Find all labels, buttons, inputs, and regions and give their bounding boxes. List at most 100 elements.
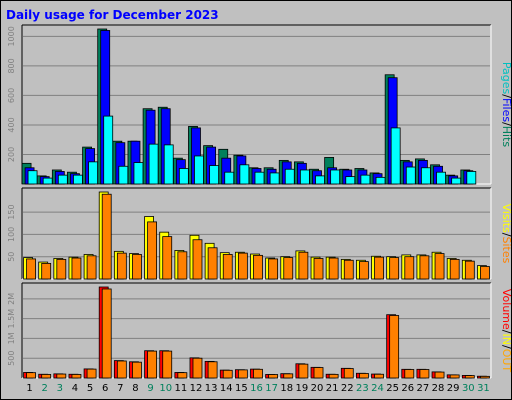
bar-volume-sites-22 — [343, 368, 354, 379]
bar-volume-sites-31 — [480, 375, 490, 379]
bar-hits_files_pages-pages-11 — [178, 168, 189, 185]
legend-part: Visits — [500, 204, 512, 233]
panel-volume-background — [22, 283, 491, 378]
legend-part: IN — [500, 334, 512, 345]
x-tick-label-11: 11 — [174, 383, 187, 394]
bar-visits_sites-sites-2 — [41, 262, 52, 280]
y-tick-label: 400 — [7, 117, 16, 132]
bar-visits_sites-sites-13 — [207, 247, 218, 280]
x-tick-label-17: 17 — [265, 383, 278, 394]
bar-volume-sites-2 — [41, 374, 52, 379]
legend-part: / — [500, 330, 512, 334]
bar-visits_sites-sites-10 — [162, 236, 173, 280]
bar-volume-sites-19 — [298, 363, 309, 379]
legend-part: Sites — [500, 237, 512, 264]
legend-part: / — [500, 122, 512, 126]
bar-visits_sites-sites-28 — [434, 253, 445, 280]
bar-visits_sites-sites-12 — [192, 239, 203, 280]
bar-volume-sites-10 — [162, 350, 173, 379]
bar-hits_files_pages-pages-28 — [436, 171, 446, 185]
bar-volume-sites-26 — [404, 369, 415, 379]
legend-visits_sites: Visits/Sites — [500, 204, 512, 264]
bar-visits_sites-sites-3 — [56, 258, 67, 280]
bar-hits_files_pages-pages-22 — [345, 176, 356, 185]
x-tick-label-16: 16 — [250, 383, 263, 394]
bar-visits_sites-sites-7 — [116, 252, 127, 280]
legend-part: OUT — [500, 349, 512, 373]
bar-hits_files_pages-pages-27 — [421, 167, 431, 185]
x-tick-label-3: 3 — [57, 383, 63, 394]
bar-volume-sites-14 — [222, 369, 233, 379]
bar-visits_sites-sites-18 — [283, 257, 294, 280]
y-tick-label: 50 — [7, 252, 16, 262]
bar-visits_sites-sites-22 — [343, 259, 354, 280]
chart-title: Daily usage for December 2023 — [6, 8, 219, 22]
bar-hits_files_pages-pages-17 — [269, 172, 280, 185]
legend-part: Volume — [500, 289, 512, 330]
legend-volume: Volume/IN/OUT — [500, 289, 512, 373]
bar-hits_files_pages-pages-14 — [224, 171, 235, 185]
x-tick-label-23: 23 — [356, 383, 369, 394]
x-tick-label-27: 27 — [417, 383, 430, 394]
bar-volume-sites-20 — [313, 367, 324, 379]
bar-hits_files_pages-pages-2 — [42, 177, 53, 185]
bar-hits_files_pages-pages-1 — [27, 170, 38, 185]
x-tick-label-19: 19 — [296, 383, 309, 394]
bar-hits_files_pages-pages-25 — [390, 127, 401, 185]
x-tick-label-10: 10 — [159, 383, 172, 394]
x-tick-label-2: 2 — [42, 383, 48, 394]
bar-hits_files_pages-pages-13 — [209, 165, 220, 185]
bar-visits_sites-sites-24 — [374, 256, 384, 280]
bar-volume-sites-18 — [283, 373, 294, 379]
legend-part: / — [500, 233, 512, 237]
x-tick-label-22: 22 — [341, 383, 354, 394]
x-tick-label-20: 20 — [311, 383, 324, 394]
x-tick-label-30: 30 — [462, 383, 475, 394]
bar-volume-sites-9 — [147, 350, 157, 379]
bar-visits_sites-sites-31 — [480, 266, 490, 280]
bar-volume-sites-21 — [328, 373, 339, 379]
bar-visits_sites-sites-21 — [328, 257, 339, 280]
bar-hits_files_pages-pages-9 — [148, 143, 159, 185]
bar-volume-sites-27 — [419, 369, 430, 379]
bar-volume-sites-17 — [268, 374, 279, 379]
bar-volume-sites-28 — [434, 371, 445, 379]
x-tick-label-29: 29 — [447, 383, 460, 394]
bar-hits_files_pages-pages-10 — [163, 144, 174, 185]
x-tick-label-24: 24 — [371, 383, 384, 394]
bar-visits_sites-sites-14 — [222, 254, 233, 280]
bar-visits_sites-sites-11 — [177, 251, 188, 280]
bar-volume-sites-11 — [177, 372, 188, 379]
bar-volume-sites-30 — [464, 375, 475, 379]
x-tick-label-4: 4 — [72, 383, 78, 394]
bar-visits_sites-sites-5 — [86, 255, 97, 280]
bar-volume-sites-24 — [374, 373, 384, 379]
bar-volume-sites-25 — [389, 315, 400, 379]
bar-volume-sites-3 — [56, 373, 67, 379]
bar-visits_sites-sites-4 — [71, 257, 82, 280]
y-tick-label: 200 — [7, 147, 16, 162]
bar-hits_files_pages-pages-23 — [360, 174, 371, 185]
bar-hits_files_pages-pages-29 — [451, 177, 462, 185]
bar-visits_sites-sites-27 — [419, 255, 430, 280]
bar-volume-sites-4 — [71, 374, 82, 379]
bar-hits_files_pages-pages-12 — [194, 155, 204, 185]
y-tick-label: 2M — [7, 293, 16, 305]
x-tick-label-13: 13 — [205, 383, 218, 394]
bar-hits_files_pages-pages-3 — [57, 174, 68, 185]
x-tick-label-7: 7 — [117, 383, 123, 394]
x-tick-label-1: 1 — [26, 383, 32, 394]
bar-hits_files_pages-pages-18 — [284, 168, 295, 185]
bar-hits_files_pages-pages-16 — [254, 171, 265, 185]
bar-visits_sites-sites-19 — [298, 251, 309, 280]
legend-part: / — [500, 345, 512, 349]
x-tick-label-5: 5 — [87, 383, 93, 394]
bar-volume-sites-15 — [237, 369, 248, 379]
bar-hits_files_pages-pages-8 — [133, 162, 144, 185]
bar-hits_files_pages-pages-4 — [73, 174, 83, 185]
bar-visits_sites-sites-8 — [132, 254, 142, 280]
bar-visits_sites-sites-6 — [101, 193, 112, 280]
bar-volume-sites-5 — [86, 368, 97, 379]
x-tick-label-15: 15 — [235, 383, 248, 394]
x-tick-label-18: 18 — [280, 383, 293, 394]
